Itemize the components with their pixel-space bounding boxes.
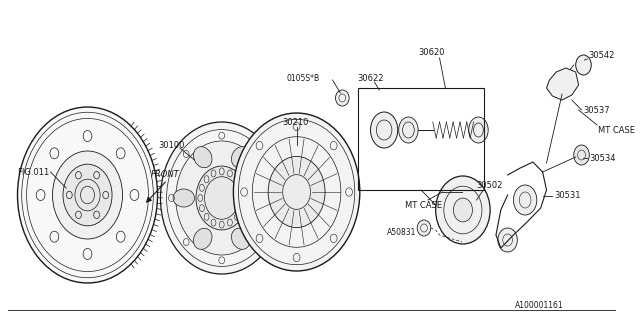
Ellipse shape — [249, 189, 271, 207]
Text: 0105S*B: 0105S*B — [287, 74, 320, 83]
Ellipse shape — [268, 156, 325, 228]
Text: MT CASE: MT CASE — [404, 201, 442, 210]
Text: 30534: 30534 — [589, 154, 616, 163]
Ellipse shape — [573, 145, 589, 165]
Ellipse shape — [417, 220, 431, 236]
Ellipse shape — [193, 147, 212, 168]
Ellipse shape — [52, 151, 122, 239]
Text: 30620: 30620 — [418, 47, 445, 57]
Text: 30210: 30210 — [282, 117, 308, 126]
Ellipse shape — [232, 228, 250, 249]
Text: FIG.011: FIG.011 — [17, 167, 50, 177]
Text: 30502: 30502 — [477, 180, 503, 189]
Ellipse shape — [399, 117, 418, 143]
Ellipse shape — [176, 141, 268, 255]
Ellipse shape — [371, 112, 397, 148]
Ellipse shape — [576, 55, 591, 75]
Ellipse shape — [335, 90, 349, 106]
Text: MT CASE: MT CASE — [598, 125, 635, 134]
Ellipse shape — [17, 107, 157, 283]
Polygon shape — [547, 68, 579, 100]
Ellipse shape — [453, 198, 472, 222]
Text: FRONT: FRONT — [151, 170, 179, 179]
Bar — [358, 88, 484, 190]
Ellipse shape — [161, 122, 283, 274]
Text: 30100: 30100 — [159, 140, 185, 149]
Ellipse shape — [196, 166, 248, 230]
Ellipse shape — [468, 117, 488, 143]
Ellipse shape — [232, 147, 250, 168]
Text: A100001161: A100001161 — [515, 301, 564, 310]
Ellipse shape — [513, 185, 537, 215]
Ellipse shape — [498, 228, 517, 252]
Ellipse shape — [436, 176, 490, 244]
Ellipse shape — [193, 228, 212, 249]
Text: A50831: A50831 — [387, 228, 417, 236]
Ellipse shape — [63, 164, 112, 226]
Text: 30531: 30531 — [554, 190, 581, 199]
Text: 30622: 30622 — [357, 74, 383, 83]
Ellipse shape — [173, 189, 195, 207]
Ellipse shape — [234, 113, 360, 271]
Text: 30542: 30542 — [588, 51, 614, 60]
Text: 30537: 30537 — [584, 106, 610, 115]
